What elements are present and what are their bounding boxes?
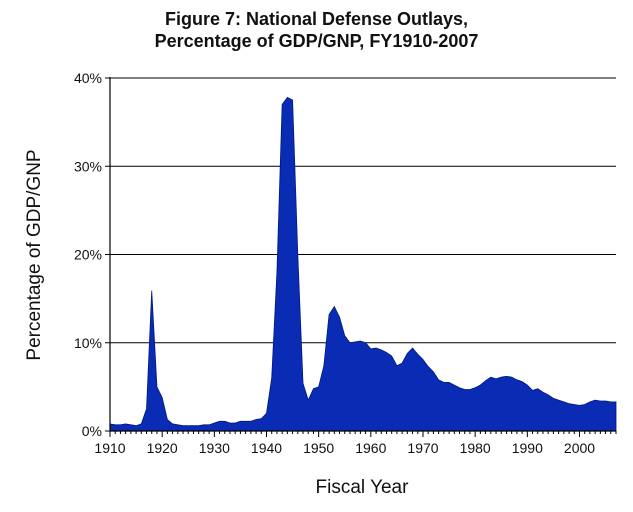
series-area-0	[109, 96, 617, 432]
x-tick-label-1920: 1920	[147, 440, 178, 456]
y-axis-title: Percentage of GDP/GNP	[24, 149, 45, 360]
x-tick-label-1960: 1960	[355, 440, 386, 456]
chart-title-line-2: Percentage of GDP/GNP, FY1910-2007	[154, 31, 479, 51]
x-tick-label-1950: 1950	[303, 440, 334, 456]
x-tick-label-1990: 1990	[512, 440, 543, 456]
x-tick-label-1910: 1910	[94, 440, 125, 456]
y-tick-label-30: 30%	[74, 158, 102, 174]
y-tick-label-0: 0%	[82, 423, 102, 439]
x-tick-label-1930: 1930	[199, 440, 230, 456]
gridlines	[110, 77, 616, 344]
y-tick-label-20: 20%	[74, 247, 102, 263]
y-tick-label-40: 40%	[74, 70, 102, 86]
data-area-layer	[109, 96, 617, 432]
chart-title: Figure 7: National Defense Outlays, Perc…	[0, 8, 633, 52]
x-tick-label-1940: 1940	[251, 440, 282, 456]
x-tick-label-2000: 2000	[564, 440, 595, 456]
y-tick-label-10: 10%	[74, 335, 102, 351]
x-tick-label-1970: 1970	[407, 440, 438, 456]
x-axis-title: Fiscal Year	[316, 477, 410, 498]
axes	[105, 77, 617, 437]
chart-title-line-1: Figure 7: National Defense Outlays,	[164, 9, 469, 29]
x-tick-label-1980: 1980	[460, 440, 491, 456]
tick-labels: 0% 10% 20% 30% 40% 1910 1920 1930 1940 1950 1960 19…	[74, 70, 595, 456]
